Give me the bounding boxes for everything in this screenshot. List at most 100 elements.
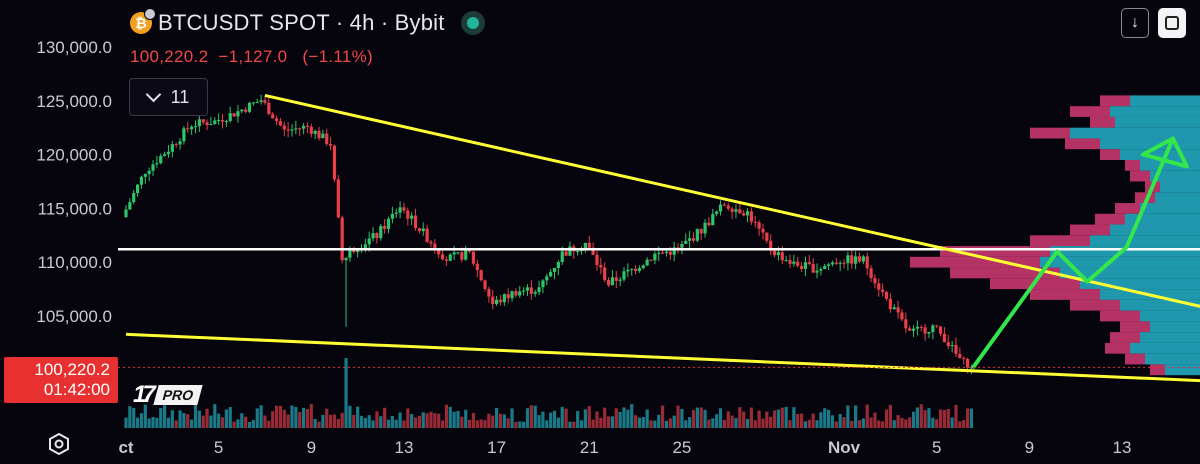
candle-body	[799, 265, 804, 269]
symbol-title[interactable]: BTCUSDT SPOT · 4h · Bybit	[158, 10, 445, 35]
candle-body	[749, 211, 753, 222]
volume-bar	[359, 415, 364, 428]
volume-bar	[695, 407, 699, 428]
x-tick-label: 9	[307, 438, 316, 457]
indicators-toggle-button[interactable]: 11	[129, 78, 208, 116]
candle-body	[691, 238, 696, 241]
candle-body	[402, 207, 406, 211]
volume-bar	[753, 420, 757, 428]
volume-bar	[155, 417, 159, 428]
volume-bar	[313, 418, 317, 428]
volume-bar	[502, 414, 506, 428]
volume-profile-up	[1130, 342, 1200, 354]
trendline[interactable]	[125, 332, 1200, 383]
volume-profile-down	[940, 246, 1050, 257]
volume-bar	[282, 409, 286, 428]
volume-bar	[796, 413, 800, 428]
tradingview-logo[interactable]: 17 PRO	[133, 381, 203, 409]
candle-body	[159, 155, 163, 164]
volume-bar	[514, 421, 518, 428]
volume-profile-down	[1070, 106, 1110, 117]
candle-body	[371, 233, 375, 239]
volume-bar	[958, 421, 962, 428]
price-change: −1,127.0	[218, 47, 288, 66]
projection-arrowhead	[1140, 136, 1189, 169]
candle-body	[935, 325, 939, 327]
candle-body	[606, 280, 611, 286]
candle-body	[383, 225, 387, 229]
fullscreen-button[interactable]	[1158, 8, 1186, 38]
volume-bar	[626, 409, 630, 428]
volume-bar	[738, 407, 742, 428]
y-tick-label: 105,000.0	[36, 307, 112, 326]
candle-body	[884, 291, 889, 299]
candle-body	[757, 222, 761, 229]
volume-profile-down	[1100, 149, 1120, 160]
volume-bar	[448, 406, 452, 428]
candle-body	[537, 287, 541, 293]
volume-bar	[935, 419, 939, 428]
settings-icon[interactable]	[48, 433, 70, 455]
candle-body	[711, 213, 715, 226]
indicators-count: 11	[170, 86, 190, 107]
trendline[interactable]	[264, 93, 1200, 311]
candle-body	[124, 209, 128, 218]
volume-bar	[498, 413, 503, 428]
candle-body	[738, 209, 742, 214]
candle-body	[923, 327, 927, 334]
volume-profile-down	[1070, 299, 1120, 311]
volume-bar	[159, 408, 163, 428]
projection-path[interactable]	[971, 136, 1175, 369]
volume-bar	[857, 420, 862, 428]
volume-bar	[579, 420, 584, 428]
candle-body	[170, 144, 174, 152]
volume-bar	[792, 407, 796, 428]
fullscreen-icon	[1165, 16, 1179, 30]
candle-body	[448, 254, 452, 261]
volume-bar	[224, 409, 228, 428]
volume-bar	[247, 421, 252, 428]
volume-bar	[803, 421, 808, 428]
candle-body	[788, 260, 792, 264]
price-label-value: 100,220.2	[34, 360, 110, 379]
volume-bar	[873, 412, 877, 428]
volume-profile-down	[1070, 224, 1110, 236]
candle-body	[684, 240, 688, 244]
candle-body	[595, 254, 599, 265]
volume-profile-up	[1150, 321, 1200, 333]
volume-profile-up	[1110, 224, 1200, 236]
volume-bar	[394, 419, 398, 428]
candle-body	[329, 144, 333, 146]
candle-body	[626, 269, 630, 272]
volume-bar	[633, 415, 638, 428]
candle-body	[205, 122, 209, 126]
volume-bar	[244, 416, 248, 428]
candle-body	[618, 279, 622, 281]
volume-profile-up	[1125, 213, 1200, 225]
candle-body	[475, 263, 479, 271]
volume-bar	[236, 419, 240, 428]
candle-body	[846, 255, 850, 264]
volume-bar	[193, 404, 198, 428]
candle-body	[514, 291, 518, 296]
volume-profile-up	[1160, 181, 1200, 193]
volume-profile-up	[1040, 256, 1200, 268]
volume-bar	[684, 420, 688, 428]
candle-body	[830, 262, 835, 265]
candle-body	[135, 184, 140, 194]
candle-body	[317, 130, 321, 139]
download-button[interactable]: ↓	[1121, 8, 1149, 38]
volume-bar	[838, 414, 842, 428]
volume-profile-up	[1110, 106, 1200, 117]
volume-bar	[676, 405, 680, 428]
volume-profile	[910, 95, 1200, 376]
price-change-percent: (−1.11%)	[302, 47, 374, 66]
candle-body	[518, 291, 522, 296]
volume-bar	[506, 418, 510, 428]
volume-bar	[525, 408, 530, 428]
candle-body	[765, 232, 769, 241]
candle-body	[892, 307, 896, 310]
candle-body	[413, 215, 418, 229]
volume-bar	[892, 420, 896, 428]
